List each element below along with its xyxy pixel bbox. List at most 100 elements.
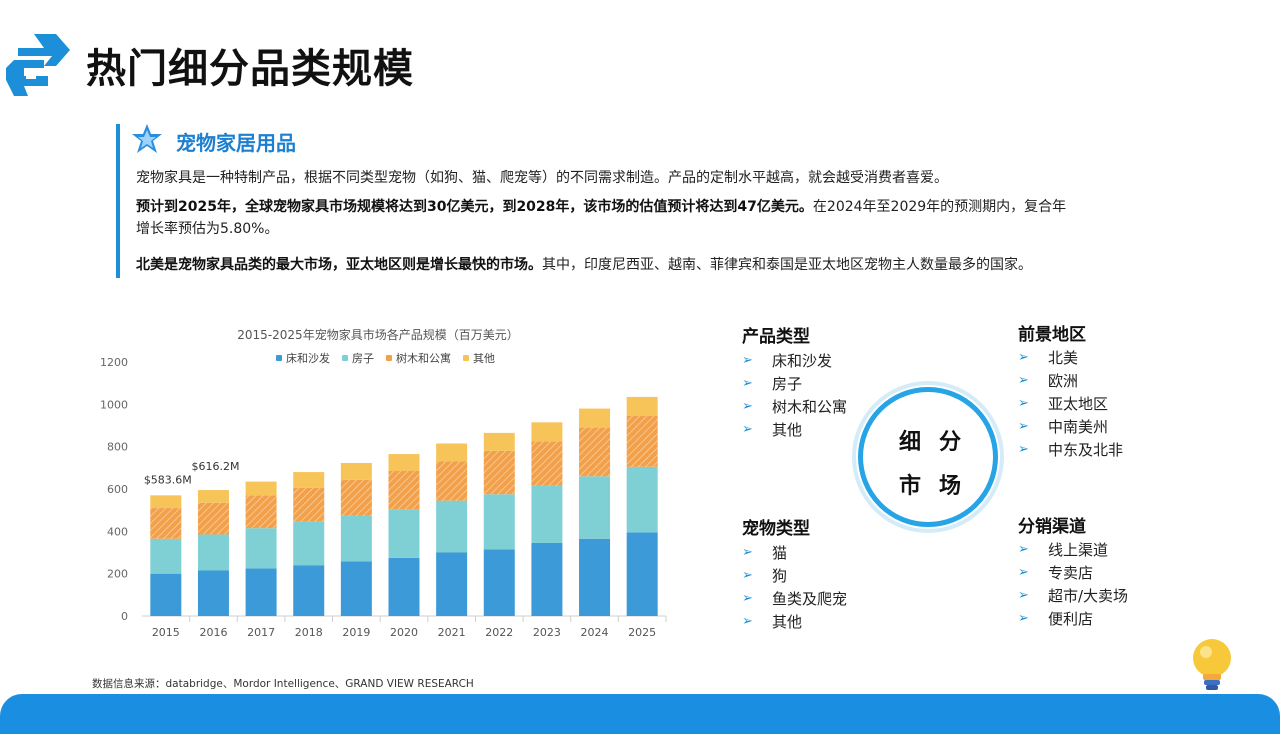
bar-segment [340, 561, 372, 616]
bar-segment [436, 500, 468, 553]
x-tick-label: 2019 [342, 626, 370, 639]
paragraph-intro: 宠物家具是一种特制产品，根据不同类型宠物（如狗、猫、爬宠等）的不同需求制造。产品… [136, 167, 1186, 189]
bar-segment [436, 443, 468, 462]
bar-segment [293, 521, 325, 566]
bar-hatch [150, 508, 182, 539]
y-tick-label: 200 [107, 568, 128, 581]
legend-swatch [386, 355, 392, 361]
segment-title: 宠物类型 [742, 519, 810, 539]
x-tick-label: 2024 [581, 626, 609, 639]
list-item-label: 欧洲 [1048, 372, 1079, 390]
bar-hatch [483, 450, 515, 495]
legend-swatch [342, 355, 348, 361]
arrow-bullet-icon: ➢ [1018, 396, 1029, 411]
x-tick-label: 2015 [152, 626, 180, 639]
y-tick-label: 800 [107, 441, 128, 454]
legend-item: 床和沙发 [276, 350, 330, 366]
bar-segment [436, 552, 468, 616]
bar-segment [197, 534, 229, 571]
bar-segment [245, 568, 277, 616]
arrow-bullet-icon: ➢ [1018, 419, 1029, 434]
bar-segment [579, 538, 611, 616]
list-item: ➢ 树木和公寓 [742, 395, 847, 418]
bar-hatch [531, 441, 563, 486]
legend-label: 其他 [473, 352, 495, 365]
bar-segment [197, 570, 229, 616]
paragraph-region-text: 其中，印度尼西亚、越南、菲律宾和泰国是亚太地区宠物主人数量最多的国家。 [542, 257, 1032, 273]
bar-segment [293, 565, 325, 616]
list-item: ➢ 亚太地区 [1018, 392, 1123, 415]
x-tick-label: 2018 [295, 626, 323, 639]
data-source-note: 数据信息来源：databridge、Mordor Intelligence、GR… [92, 678, 474, 690]
y-tick-label: 1000 [100, 398, 128, 411]
bar-segment [150, 538, 182, 574]
list-item: ➢ 超市/大卖场 [1018, 584, 1128, 607]
arrow-bullet-icon: ➢ [742, 568, 753, 583]
list-item: ➢ 中南美州 [1018, 415, 1123, 438]
footer-bar [0, 694, 1280, 734]
bar-segment [626, 466, 658, 533]
list-item-label: 专卖店 [1048, 564, 1094, 582]
list-item: ➢ 便利店 [1018, 607, 1128, 630]
list-item: ➢ 欧洲 [1018, 369, 1123, 392]
list-item: ➢ 北美 [1018, 346, 1123, 369]
list-item-label: 超市/大卖场 [1048, 587, 1129, 605]
list-item: ➢ 床和沙发 [742, 349, 847, 372]
legend-label: 树木和公寓 [396, 352, 451, 365]
bar-segment [293, 472, 325, 488]
bar-hatch [197, 502, 229, 535]
x-tick-label: 2025 [628, 626, 656, 639]
x-tick-label: 2022 [485, 626, 513, 639]
arrow-bullet-icon: ➢ [742, 545, 753, 560]
data-label: $616.2M [191, 460, 239, 473]
paragraph-forecast: 预计到2025年，全球宠物家具市场规模将达到30亿美元，到2028年，该市场的估… [136, 196, 1186, 240]
bar-segment [531, 542, 563, 616]
arrow-bullet-icon: ➢ [742, 422, 753, 437]
arrow-bullet-icon: ➢ [742, 399, 753, 414]
x-tick-label: 2020 [390, 626, 418, 639]
x-tick-label: 2016 [199, 626, 227, 639]
list-item: ➢ 狗 [742, 564, 847, 587]
segment-title: 产品类型 [742, 327, 810, 347]
list-item-label: 线上渠道 [1048, 541, 1109, 559]
lightbulb-icon [1193, 639, 1231, 690]
bar-segment [150, 573, 182, 616]
bar-segment [388, 454, 420, 472]
arrow-bullet-icon: ➢ [1018, 373, 1029, 388]
arrow-bullet-icon: ➢ [742, 376, 753, 391]
y-tick-label: 1200 [100, 356, 128, 369]
segment-market-circle: 细分 市场 [858, 387, 998, 527]
legend-label: 床和沙发 [286, 352, 330, 365]
bar-segment [483, 432, 515, 451]
list-item: ➢ 猫 [742, 541, 847, 564]
bar-hatch [293, 487, 325, 522]
list-item: ➢ 房子 [742, 372, 847, 395]
list-item-label: 鱼类及爬宠 [772, 590, 848, 608]
paragraph-forecast-cont: 增长率预估为5.80%。 [136, 221, 279, 237]
bar-segment [483, 494, 515, 550]
arrow-bullet-icon: ➢ [742, 614, 753, 629]
bar-segment [340, 515, 372, 562]
bar-hatch [579, 427, 611, 477]
paragraph-region-bold: 北美是宠物家具品类的最大市场，亚太地区则是增长最快的市场。 [136, 257, 542, 273]
arrow-logo-icon [6, 34, 70, 96]
y-tick-label: 0 [121, 610, 128, 623]
list-item-label: 中南美州 [1048, 418, 1109, 436]
bar-segment [197, 490, 229, 503]
bar-segment [245, 481, 277, 496]
arrow-bullet-icon: ➢ [1018, 565, 1029, 580]
section-title: 宠物家居用品 [176, 131, 296, 155]
bar-segment [579, 408, 611, 428]
list-item: ➢ 其他 [742, 610, 847, 633]
arrow-bullet-icon: ➢ [1018, 350, 1029, 365]
list-item-label: 便利店 [1048, 610, 1094, 628]
bar-hatch [436, 461, 468, 501]
bar-hatch [626, 415, 658, 467]
bar-hatch [388, 471, 420, 510]
data-label: $583.6M [144, 473, 192, 486]
arrow-bullet-icon: ➢ [1018, 588, 1029, 603]
list-item: ➢ 鱼类及爬宠 [742, 587, 847, 610]
list-item-label: 其他 [772, 421, 803, 439]
bar-segment [245, 528, 277, 569]
segment-pet-type: 宠物类型 ➢ 猫 ➢ 狗 ➢ 鱼类及爬宠 ➢ 其他 [742, 514, 847, 633]
